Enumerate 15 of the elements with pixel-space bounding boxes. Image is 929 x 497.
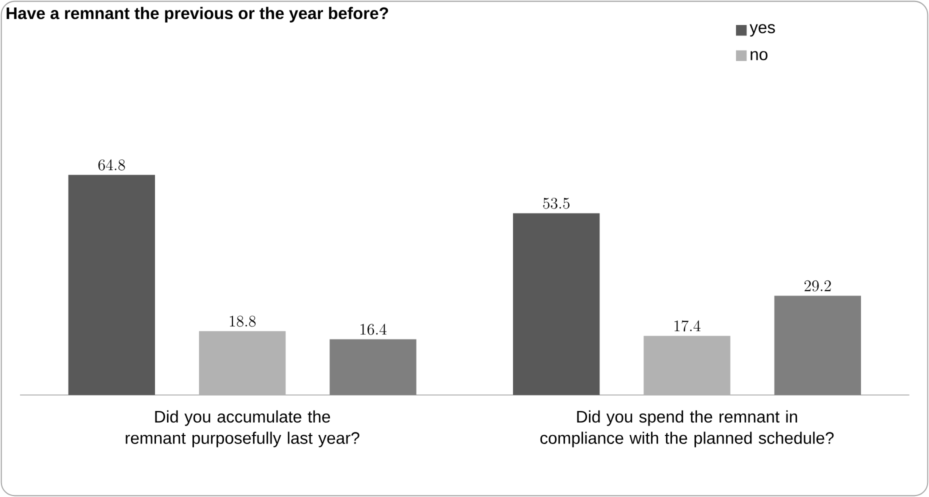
legend-label: yes — [750, 24, 775, 37]
data-label: 64.8 — [98, 159, 125, 170]
x-tick-label: Did you spend the remnant in compliance with the planned schedule? — [540, 410, 834, 448]
chart-title: Have a remnant the previous or the year before? — [6, 6, 388, 22]
legend-label: no — [750, 51, 768, 60]
data-label: 53.5 — [543, 198, 570, 209]
bar — [513, 213, 600, 395]
data-label: 17.4 — [674, 320, 700, 332]
x-tick-label: Did you accumulate the remnant purposefully last year? — [126, 410, 360, 448]
bar — [68, 174, 155, 395]
data-label: 18.8 — [230, 316, 256, 327]
bar — [330, 339, 416, 395]
data-label: 29.2 — [804, 280, 831, 292]
bar — [774, 296, 862, 395]
data-label: 16.4 — [360, 324, 386, 335]
